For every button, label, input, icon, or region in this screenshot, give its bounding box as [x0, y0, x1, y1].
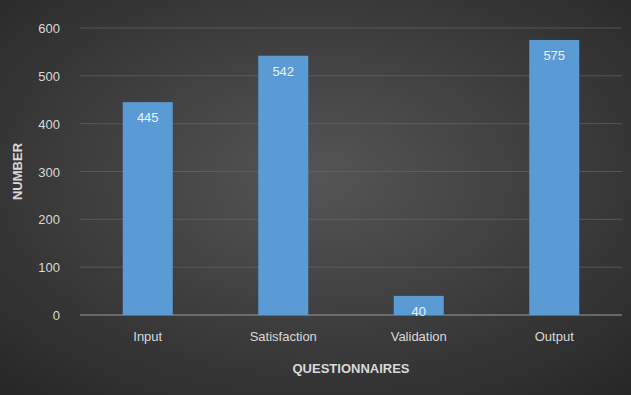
bar	[258, 56, 308, 315]
data-label: 445	[137, 110, 159, 125]
x-tick-label: Validation	[391, 329, 447, 344]
chart-container: 0 100 200 300 400 500 600 445 542 40 575 Input Satis…	[0, 0, 631, 395]
y-tick-label: 400	[38, 117, 60, 132]
x-tick-label: Input	[133, 329, 162, 344]
bar	[123, 102, 173, 315]
y-tick-label: 600	[38, 21, 60, 36]
x-axis-title: QUESTIONNAIRES	[292, 361, 409, 376]
y-tick-label: 0	[53, 308, 60, 323]
data-label: 542	[272, 64, 294, 79]
y-tick-label: 200	[38, 212, 60, 227]
x-tick-label: Output	[535, 329, 574, 344]
y-axis-title: NUMBER	[10, 142, 25, 200]
chart-svg: 0 100 200 300 400 500 600 445 542 40 575 Input Satis…	[0, 0, 631, 395]
y-tick-label: 300	[38, 165, 60, 180]
y-tick-label: 100	[38, 260, 60, 275]
data-label: 575	[543, 48, 565, 63]
bar	[529, 40, 579, 315]
bars	[123, 40, 580, 315]
background	[0, 0, 631, 395]
y-tick-label: 500	[38, 69, 60, 84]
x-tick-label: Satisfaction	[250, 329, 317, 344]
grid-line	[80, 28, 622, 29]
data-label: 40	[412, 304, 426, 319]
